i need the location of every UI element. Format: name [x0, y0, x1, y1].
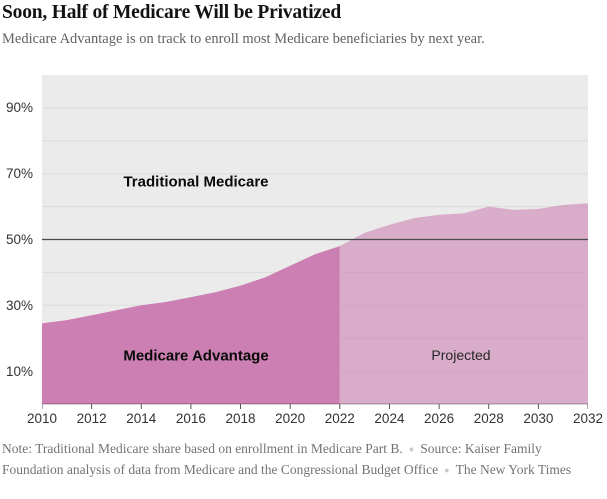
- area-medicare-advantage-projected: [339, 203, 588, 404]
- y-tick-label-90: 90%: [5, 100, 33, 116]
- x-tick-label-2018: 2018: [225, 411, 256, 426]
- x-tick-label-2010: 2010: [26, 411, 58, 426]
- x-tick-label-2014: 2014: [126, 411, 157, 426]
- y-tick-label-10: 10%: [5, 363, 33, 379]
- x-tick-label-2030: 2030: [523, 411, 554, 426]
- x-tick-label-2022: 2022: [324, 411, 355, 426]
- bullet-separator-icon: ●: [444, 464, 450, 475]
- footnote: Note: Traditional Medicare share based o…: [2, 439, 599, 480]
- chart-svg: [42, 75, 588, 409]
- traditional-medicare-label: Traditional Medicare: [123, 173, 269, 191]
- page-title: Soon, Half of Medicare Will be Privatize…: [2, 2, 341, 23]
- y-tick-label-50: 50%: [5, 232, 33, 247]
- projected-label: Projected: [431, 347, 491, 363]
- page-subtitle: Medicare Advantage is on track to enroll…: [2, 31, 485, 47]
- footnote-source: Source: Kaiser Family Foundation analysi…: [2, 441, 542, 477]
- x-tick-label-2016: 2016: [175, 411, 206, 426]
- footnote-credit: The New York Times: [455, 461, 572, 477]
- x-tick-label-2032: 2032: [572, 411, 604, 426]
- x-tick-label-2012: 2012: [76, 411, 107, 426]
- area-medicare-advantage-actual: [42, 246, 340, 404]
- bullet-separator-icon: ●: [408, 444, 415, 454]
- x-tick-label-2020: 2020: [275, 411, 306, 426]
- x-tick-label-2024: 2024: [374, 411, 405, 426]
- medicare-advantage-label: Medicare Advantage: [123, 347, 269, 365]
- footnote-note: Note: Traditional Medicare share based o…: [2, 441, 403, 456]
- x-tick-label-2026: 2026: [424, 411, 455, 426]
- y-tick-label-70: 70%: [5, 166, 33, 182]
- x-tick-label-2028: 2028: [473, 411, 504, 426]
- y-tick-label-30: 30%: [5, 297, 33, 313]
